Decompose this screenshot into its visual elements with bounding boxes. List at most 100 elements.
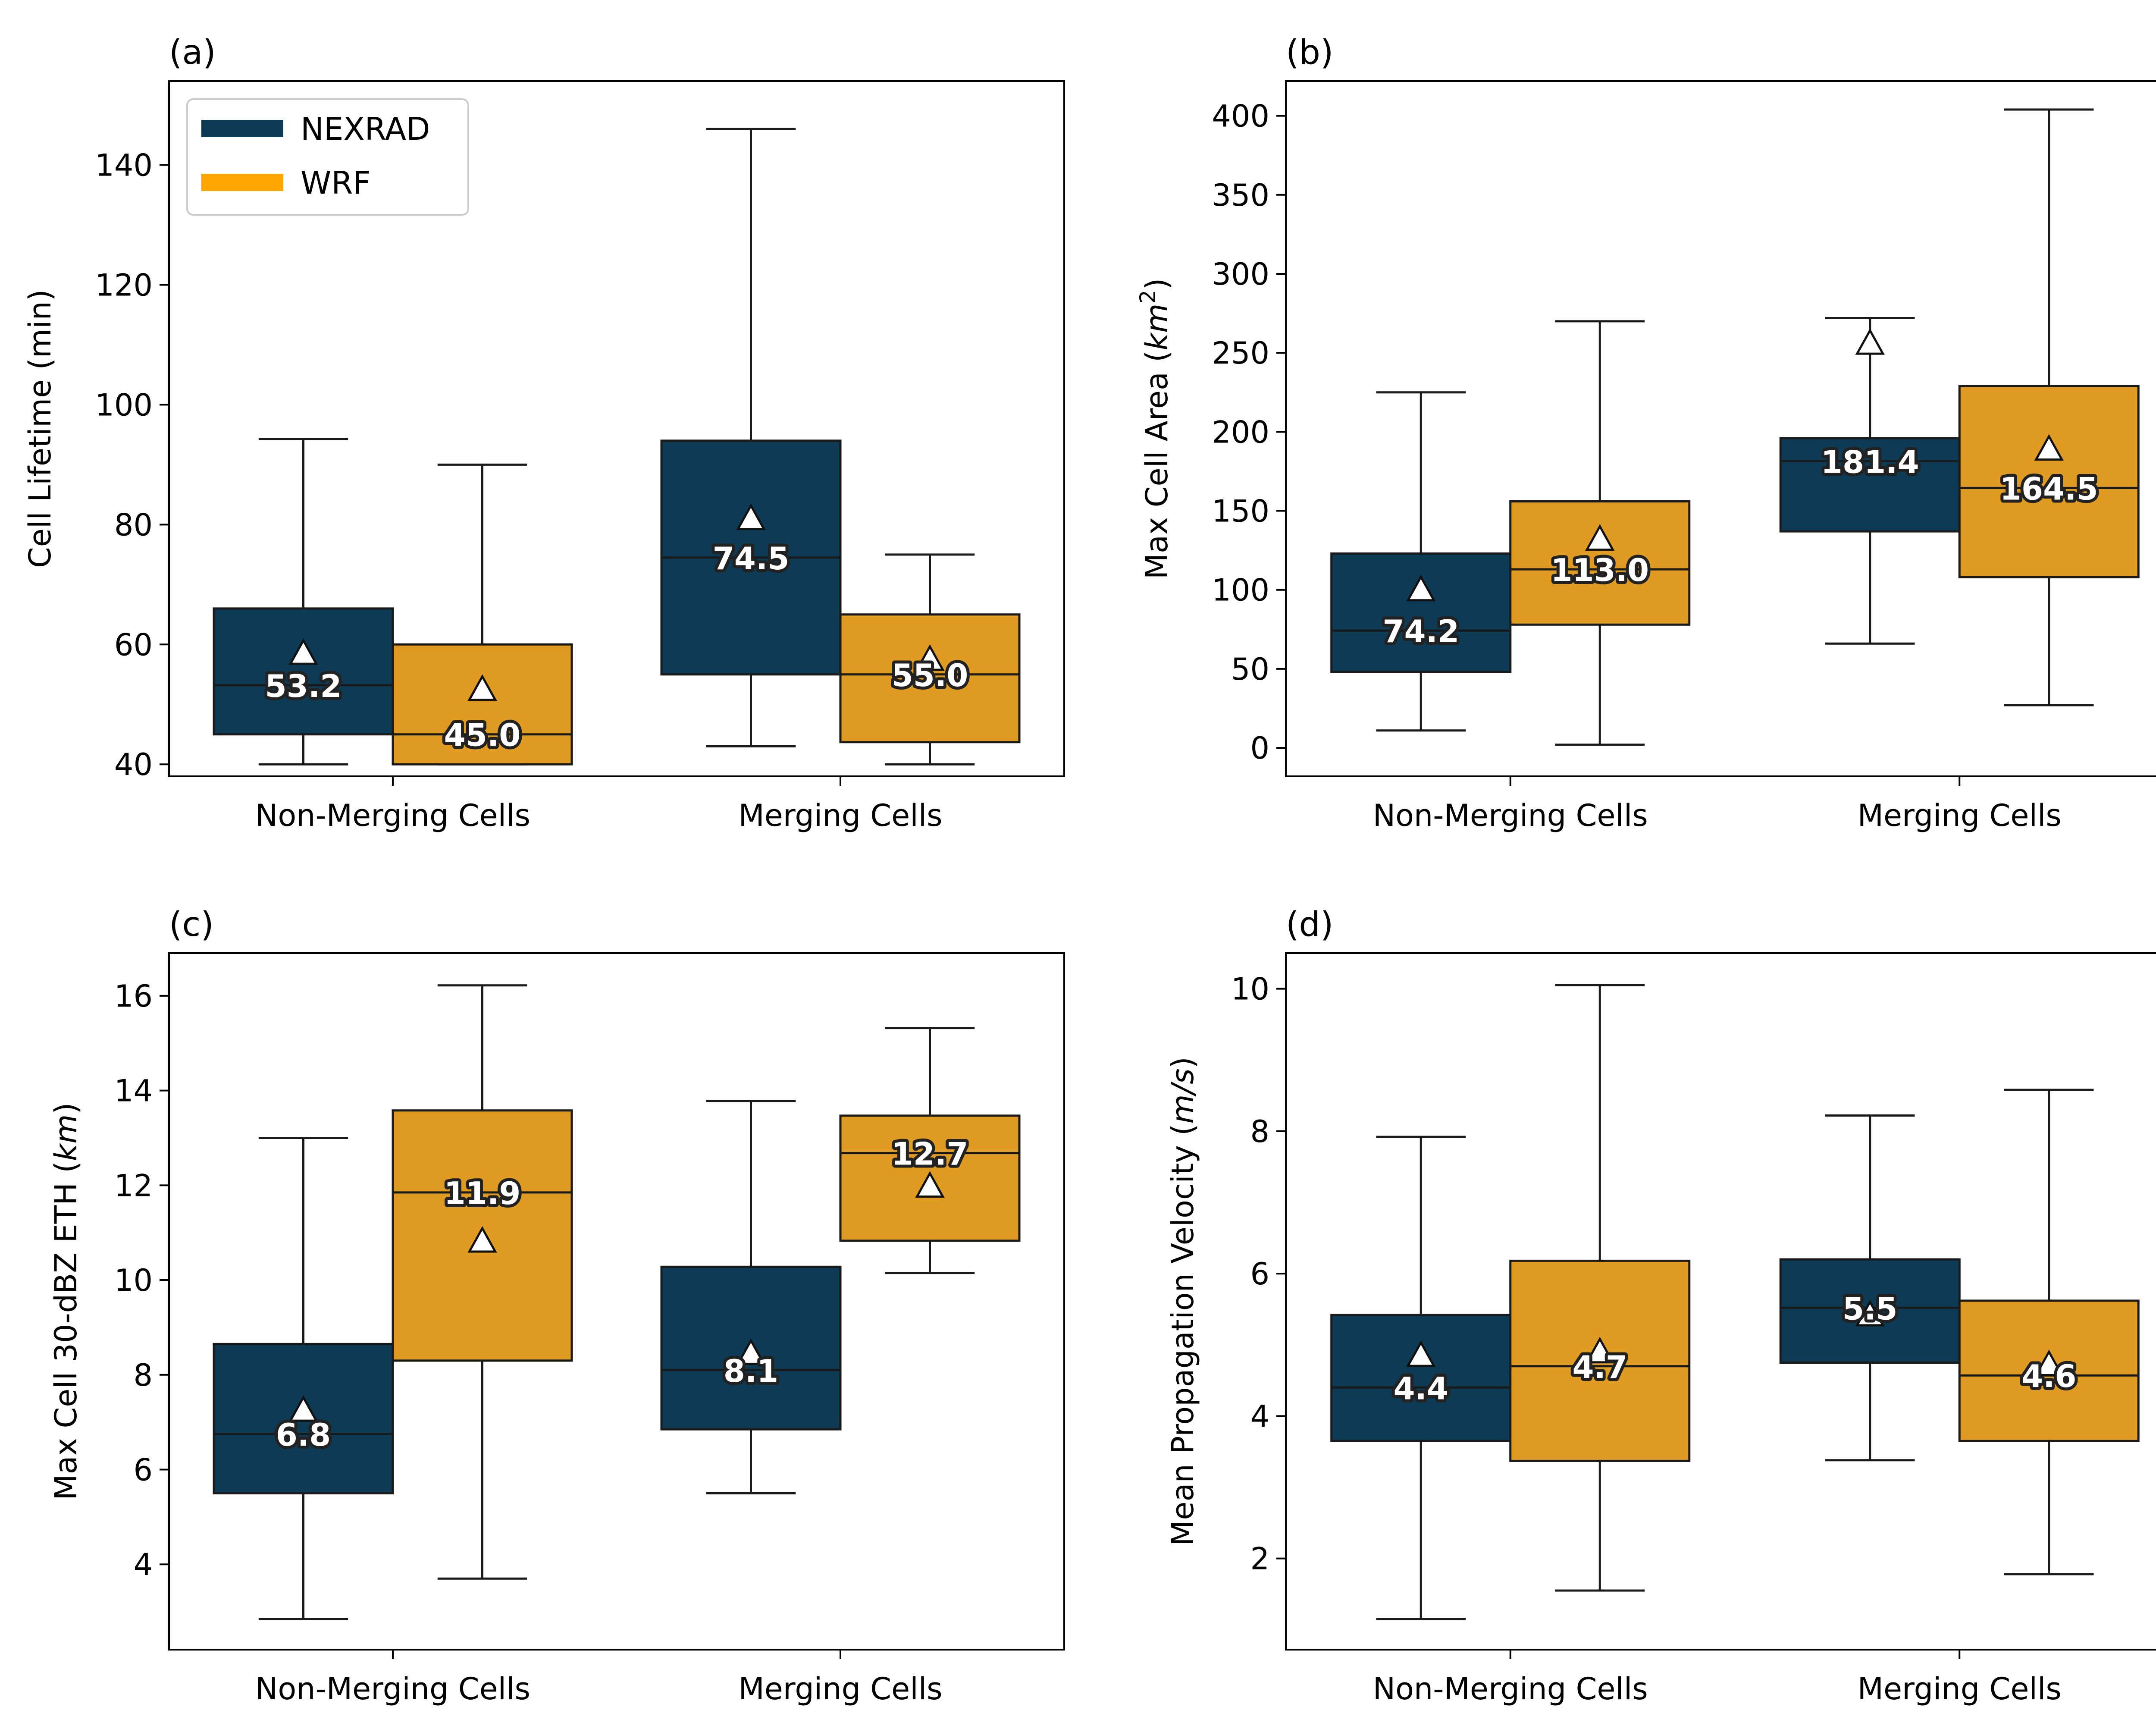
y-tick-label: 6 xyxy=(133,1453,153,1488)
median-value-label: 164.5 xyxy=(2000,471,2098,507)
box-nexrad-merging xyxy=(660,1100,842,1494)
y-axis-label: Mean Propagation Velocity (m/s) xyxy=(1165,1057,1200,1546)
y-tick-label: 350 xyxy=(1212,178,1269,213)
box-wrf-merging xyxy=(839,1027,1021,1274)
legend-label-wrf: WRF xyxy=(301,165,371,201)
mean-marker xyxy=(288,1395,318,1422)
y-tick-label: 0 xyxy=(1250,731,1269,766)
mean-marker xyxy=(736,1338,766,1365)
y-tick-label: 2 xyxy=(1250,1541,1269,1577)
y-axis-label: Cell Lifetime (min) xyxy=(22,289,58,568)
mean-marker xyxy=(467,674,497,701)
y-tick-label: 140 xyxy=(95,148,153,183)
median-value-label: 113.0 xyxy=(1551,552,1649,588)
x-tick-label: Non-Merging Cells xyxy=(255,798,530,833)
panel-label: (c) xyxy=(169,905,214,944)
box-wrf-merging xyxy=(1958,1089,2140,1575)
mean-marker xyxy=(1855,328,1885,355)
mean-marker xyxy=(2034,1349,2064,1376)
box-wrf-non-merging xyxy=(392,463,573,766)
y-tick-label: 12 xyxy=(114,1168,153,1203)
panel-label: (d) xyxy=(1286,905,1333,944)
y-tick-label: 4 xyxy=(1250,1399,1269,1434)
median-value-label: 11.9 xyxy=(444,1175,521,1211)
y-tick-label: 100 xyxy=(95,387,153,423)
box-nexrad-merging xyxy=(1779,1114,1961,1462)
y-tick-label: 6 xyxy=(1250,1256,1269,1292)
axes-frame xyxy=(168,80,1065,777)
axes-frame xyxy=(168,952,1065,1651)
mean-marker xyxy=(915,1171,945,1198)
y-tick-label: 10 xyxy=(114,1263,153,1298)
mean-marker xyxy=(1585,524,1615,551)
y-tick-label: 4 xyxy=(133,1547,153,1582)
panel-a: (a) 40 60 80 100 120 140 Cell Lifetime (min) Non… xyxy=(22,33,1065,833)
mean-marker xyxy=(467,1226,497,1253)
iqr-box xyxy=(1509,500,1691,626)
panel-c: (c) 4 6 8 10 12 14 16 Max Cell 30-dBZ ETH (km) No… xyxy=(48,905,1065,1707)
mean-marker xyxy=(1855,1299,1885,1327)
box-nexrad-non-merging xyxy=(213,1136,394,1620)
box-wrf-merging xyxy=(839,553,1021,766)
mean-marker xyxy=(1585,1337,1615,1364)
median-value-label: 45.0 xyxy=(444,717,521,753)
iqr-box xyxy=(1958,1299,2140,1442)
median-value-label: 55.0 xyxy=(892,657,968,693)
median-value-label: 4.6 xyxy=(2021,1358,2077,1394)
mean-marker xyxy=(915,644,945,671)
median-value-label: 12.7 xyxy=(892,1136,968,1172)
y-tick-label: 300 xyxy=(1212,257,1269,292)
x-tick-label: Merging Cells xyxy=(1858,1671,2062,1707)
x-tick-label: Non-Merging Cells xyxy=(1373,1671,1648,1707)
mean-marker xyxy=(1406,574,1436,602)
legend: NEXRAD WRF xyxy=(186,98,469,216)
median-value-label: 74.2 xyxy=(1382,613,1459,650)
y-tick-label: 120 xyxy=(95,267,153,303)
box-wrf-non-merging xyxy=(1509,320,1691,746)
x-tick-label: Merging Cells xyxy=(738,1671,942,1707)
box-nexrad-merging xyxy=(660,128,842,748)
panel-label: (a) xyxy=(169,33,216,72)
legend-label-nexrad: NEXRAD xyxy=(301,111,430,147)
box-wrf-merging xyxy=(1958,108,2140,706)
x-tick-label: Merging Cells xyxy=(738,798,942,833)
y-tick-label: 16 xyxy=(114,979,153,1014)
mean-marker xyxy=(2034,434,2064,461)
panel-b: (b) 0 50 100 150 200 250 300 350 400 Max Cell Area… xyxy=(1135,33,2156,833)
median-value-label: 4.4 xyxy=(1393,1370,1448,1406)
y-tick-label: 14 xyxy=(114,1073,153,1109)
median-value-label: 8.1 xyxy=(724,1353,779,1389)
y-tick-label: 60 xyxy=(114,627,153,662)
mean-marker xyxy=(736,503,766,530)
y-tick-label: 8 xyxy=(1250,1114,1269,1149)
median-value-label: 181.4 xyxy=(1821,444,1919,480)
y-tick-label: 250 xyxy=(1212,336,1269,371)
median-value-label: 4.7 xyxy=(1572,1349,1627,1385)
iqr-box xyxy=(392,643,573,766)
panel-d: (d) 2 4 6 8 10 Mean Propagation Velocity (m/s)… xyxy=(1165,905,2156,1707)
median-value-label: 5.5 xyxy=(1843,1290,1898,1327)
y-tick-label: 8 xyxy=(133,1358,153,1393)
y-tick-label: 80 xyxy=(114,507,153,543)
x-tick-label: Non-Merging Cells xyxy=(255,1671,530,1707)
median-value-label: 74.5 xyxy=(713,540,790,577)
x-tick-label: Merging Cells xyxy=(1858,798,2062,833)
iqr-box xyxy=(1958,385,2140,578)
median-value-label: 53.2 xyxy=(265,668,342,704)
y-tick-label: 50 xyxy=(1231,652,1269,687)
axes-frame xyxy=(1285,80,2156,777)
box-nexrad-non-merging xyxy=(1330,1136,1512,1620)
box-nexrad-non-merging xyxy=(1330,391,1512,732)
panel-label: (b) xyxy=(1286,33,1333,72)
y-tick-label: 400 xyxy=(1212,99,1269,134)
box-wrf-non-merging xyxy=(1509,984,1691,1592)
y-tick-label: 150 xyxy=(1212,494,1269,529)
iqr-box xyxy=(1330,1314,1512,1442)
box-nexrad-merging xyxy=(1779,317,1961,645)
y-tick-label: 200 xyxy=(1212,414,1269,450)
iqr-box xyxy=(213,607,394,736)
y-axis-label: Max Cell Area (km2) xyxy=(1135,278,1175,580)
box-wrf-non-merging xyxy=(392,984,573,1580)
iqr-box xyxy=(1330,552,1512,673)
